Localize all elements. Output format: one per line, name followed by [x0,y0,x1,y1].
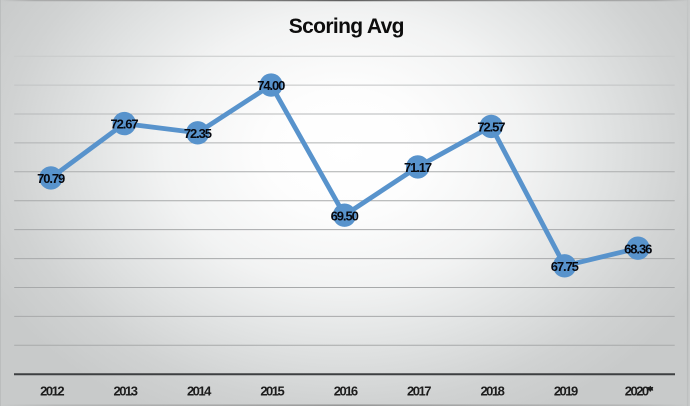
svg-text:69.50: 69.50 [331,208,359,223]
svg-text:2018: 2018 [480,383,504,398]
svg-text:70.79: 70.79 [37,171,65,186]
svg-text:2020: 2020 [625,383,649,398]
svg-text:67.75: 67.75 [551,259,579,274]
svg-text:2017: 2017 [407,383,431,398]
svg-text:Scoring Avg: Scoring Avg [289,15,404,38]
svg-text:68.36: 68.36 [624,241,652,256]
svg-text:71.17: 71.17 [404,160,432,175]
svg-text:72.67: 72.67 [110,117,138,132]
svg-text:2019: 2019 [554,383,578,398]
svg-text:74.00: 74.00 [257,78,285,93]
svg-text:2014: 2014 [187,383,212,398]
svg-text:2016: 2016 [334,383,358,398]
svg-text:2012: 2012 [40,383,64,398]
svg-text:72.35: 72.35 [184,126,212,141]
svg-text:72.57: 72.57 [477,120,505,135]
svg-text:2015: 2015 [260,383,284,398]
svg-text:2013: 2013 [114,383,138,398]
